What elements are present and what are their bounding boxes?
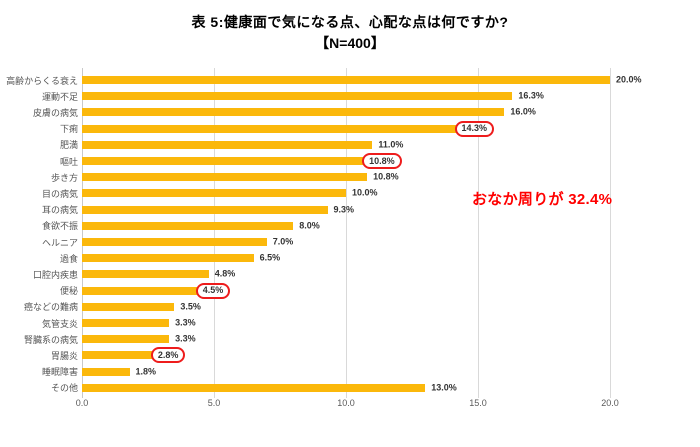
value-label: 3.3% [175, 333, 196, 344]
category-label: 口腔内疾患 [32, 269, 78, 280]
category-label: 耳の病気 [41, 205, 78, 216]
category-label: その他 [50, 383, 78, 394]
value-label: 4.8% [214, 268, 236, 279]
value-label: 10.8% [373, 171, 399, 182]
bar [82, 221, 294, 230]
value-label: 3.5% [180, 301, 201, 312]
bar-row: 食欲不振 8.0% [0, 218, 700, 234]
value-label: 8.0% [299, 220, 320, 231]
category-label: 過食 [59, 253, 78, 264]
value-label: 16.0% [510, 106, 536, 117]
bar-row: ヘルニア 7.0% [0, 234, 700, 250]
bar [82, 286, 201, 295]
bar-row: 過食 6.5% [0, 250, 700, 266]
bar-row: 癌などの難病 3.5% [0, 299, 700, 315]
category-label: 癌などの難病 [23, 302, 78, 313]
category-label: 歩き方 [50, 172, 78, 183]
category-label: 肥満 [59, 140, 78, 151]
value-label: 7.0% [272, 236, 294, 247]
bar-row: 睡眠障害 1.8% [0, 364, 700, 380]
category-label: 下痢 [59, 124, 78, 135]
value-label-highlighted: 2.8% [150, 347, 186, 364]
bar-row: 口腔内疾患 4.8% [0, 266, 700, 282]
bar-row: 耳の病気 9.3% [0, 202, 700, 218]
bar-row: 歩き方 10.8% [0, 169, 700, 185]
bar [82, 383, 426, 392]
bar [82, 254, 254, 263]
category-label: ヘルニア [41, 237, 78, 248]
bar [82, 205, 328, 214]
bar-row: 運動不足 16.3% [0, 88, 700, 104]
gridline [477, 68, 479, 398]
bar [82, 238, 267, 247]
category-label: 食欲不振 [41, 221, 78, 232]
value-label-highlighted: 10.8% [362, 153, 402, 170]
bar [82, 173, 368, 182]
bar-row: 気管支炎 3.3% [0, 315, 700, 331]
chart-title: 表 5:健康面で気になる点、心配な点は何ですか? [191, 14, 509, 30]
y-axis-line [81, 68, 83, 398]
bar [82, 140, 373, 149]
chart-subtitle: 【N=400】 [315, 35, 385, 51]
category-label: 睡眠障害 [41, 367, 78, 378]
category-label: 便秘 [59, 286, 78, 297]
bar-row: 下痢 14.3% [0, 120, 700, 137]
value-label: 1.8% [135, 366, 157, 377]
bar-row: その他 13.0% [0, 380, 700, 396]
category-label: 腎臓系の病気 [23, 334, 78, 345]
gridline [609, 68, 611, 398]
category-label: 嘔吐 [59, 156, 78, 167]
bar [82, 108, 505, 117]
category-label: 気管支炎 [41, 318, 78, 329]
x-tick-label: 15.0 [469, 398, 487, 408]
category-label: 高齢からくる衰え [6, 75, 78, 86]
value-label: 20.0% [616, 74, 642, 85]
value-label: 3.3% [175, 317, 196, 328]
bar [82, 92, 513, 101]
bar-row: 嘔吐 10.8% [0, 153, 700, 170]
annotation-text: おなか周りが 32.4% [472, 191, 613, 208]
gridline [345, 68, 347, 398]
bar [82, 319, 170, 328]
value-label: 11.0% [378, 139, 404, 150]
x-tick-label: 0.0 [75, 398, 89, 408]
bar [82, 124, 460, 133]
bar [82, 189, 346, 198]
bar [82, 157, 368, 166]
gridline [213, 68, 215, 398]
category-label: 胃腸炎 [50, 350, 78, 361]
bar [82, 335, 170, 344]
bar-row: 腎臓系の病気 3.3% [0, 331, 700, 347]
value-label: 9.3% [333, 204, 355, 215]
bar-row: 皮膚の病気 16.0% [0, 104, 700, 120]
x-tick-label: 10.0 [337, 398, 355, 408]
bar [82, 351, 156, 360]
bar-row: 高齢からくる衰え 20.0% [0, 72, 700, 88]
category-label: 目の病気 [41, 188, 78, 199]
category-label: 運動不足 [41, 91, 78, 102]
bar [82, 302, 175, 311]
bar-row: 胃腸炎 2.8% [0, 347, 700, 364]
value-label: 13.0% [431, 382, 457, 393]
value-label: 6.5% [259, 252, 281, 263]
bar [82, 76, 610, 85]
value-label: 16.3% [518, 90, 544, 101]
x-tick-label: 5.0 [207, 398, 221, 408]
value-label-highlighted: 14.3% [454, 120, 495, 137]
category-label: 皮膚の病気 [32, 107, 78, 118]
bar-row: 肥満 11.0% [0, 137, 700, 153]
x-tick-label: 20.0 [601, 398, 619, 408]
bar [82, 270, 209, 279]
bar [82, 367, 130, 376]
bar-row: 目の病気 10.0% [0, 185, 700, 201]
value-label-highlighted: 4.5% [195, 282, 231, 299]
bar-row: 便秘 4.5% [0, 282, 700, 299]
value-label: 10.0% [352, 187, 378, 198]
